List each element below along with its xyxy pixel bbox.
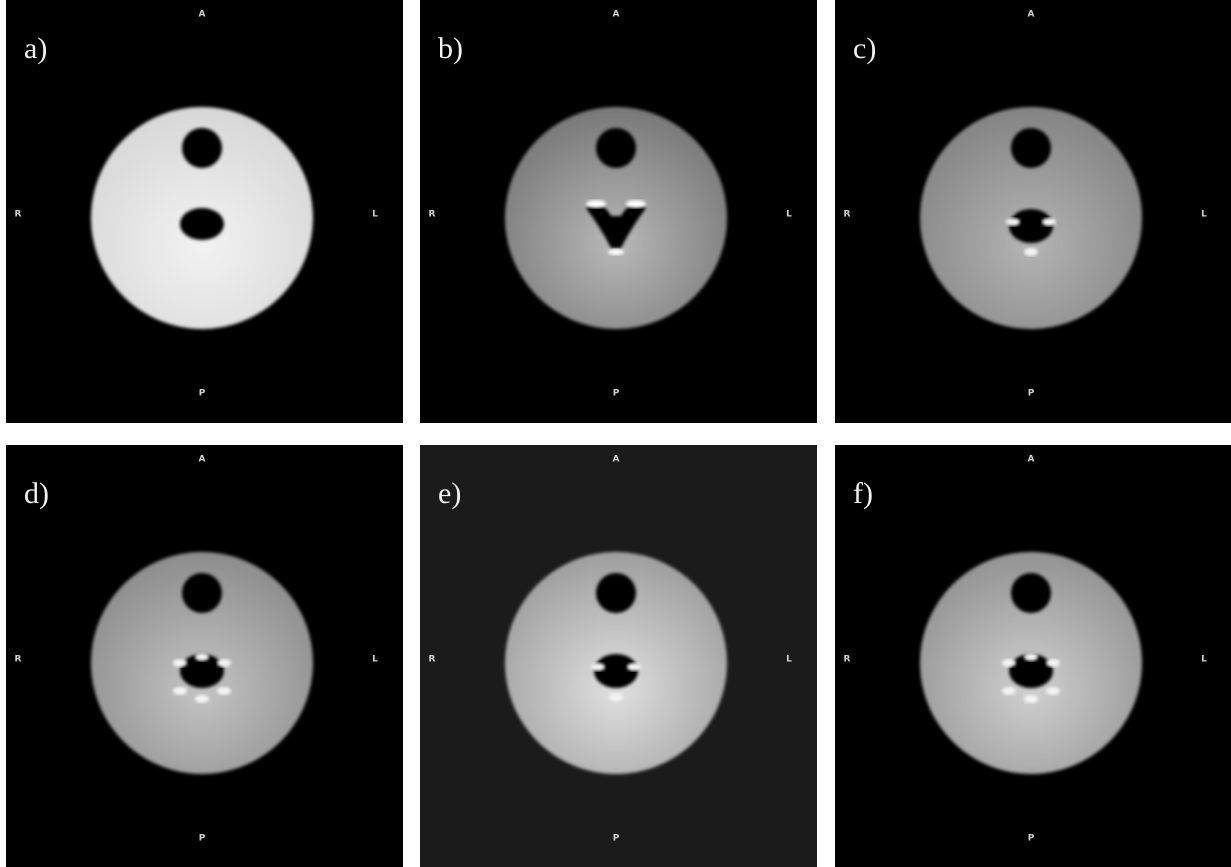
panel-label: c) — [853, 32, 876, 65]
phantom-hole — [1009, 209, 1053, 243]
phantom-hole — [1011, 128, 1051, 168]
orientation-label: A — [613, 455, 620, 465]
orientation-label: R — [15, 210, 22, 220]
orientation-label: R — [15, 655, 22, 665]
artifact-highlight — [608, 249, 624, 255]
orientation-label: P — [199, 389, 206, 399]
artifact-highlight — [591, 663, 605, 671]
image-panel: f) A R L P — [835, 445, 1231, 867]
image-panel: d) A R L P — [6, 445, 403, 867]
phantom-hole — [182, 128, 222, 168]
orientation-label: L — [1201, 655, 1207, 665]
orientation-label: R — [429, 655, 436, 665]
phantom-hole — [594, 654, 638, 688]
orientation-label: L — [786, 210, 792, 220]
artifact-highlight — [1002, 659, 1016, 667]
orientation-label: L — [786, 655, 792, 665]
orientation-label: R — [844, 210, 851, 220]
orientation-label: A — [1028, 10, 1035, 20]
orientation-label: L — [372, 655, 378, 665]
image-panel: c) A R L P — [835, 0, 1231, 423]
artifact-highlight — [1046, 687, 1060, 695]
artifact-highlight — [173, 687, 187, 695]
phantom-hole — [1011, 573, 1051, 613]
phantom-hole — [180, 208, 224, 240]
artifact-highlight — [627, 663, 641, 671]
image-panel: b) A R L P — [420, 0, 817, 423]
artifact-highlight — [1024, 248, 1038, 256]
artifact-highlight — [586, 200, 606, 208]
panel-label: d) — [24, 477, 49, 510]
orientation-label: L — [372, 210, 378, 220]
panel-label: f) — [853, 477, 873, 510]
artifact-highlight — [217, 687, 231, 695]
orientation-label: P — [1028, 834, 1035, 844]
artifact-highlight — [1024, 653, 1038, 661]
orientation-label: A — [199, 10, 206, 20]
artifact-highlight — [173, 659, 187, 667]
artifact-highlight — [609, 693, 623, 701]
artifact-highlight — [1006, 218, 1020, 226]
orientation-label: P — [613, 389, 620, 399]
image-panel: e) A R L P — [420, 445, 817, 867]
phantom-hole — [596, 573, 636, 613]
orientation-label: R — [844, 655, 851, 665]
orientation-label: R — [429, 210, 436, 220]
artifact-highlight — [1002, 687, 1016, 695]
panel-label: b) — [438, 32, 463, 65]
artifact-highlight — [1024, 695, 1038, 703]
artifact-highlight — [626, 200, 646, 208]
figure: a) A R L Pb) A R L Pc) A R L Pd) A R L Pe) A R L Pf) A R L P — [0, 0, 1231, 867]
artifact-highlight — [195, 653, 209, 661]
panel-label: e) — [438, 477, 461, 510]
phantom-hole — [182, 573, 222, 613]
phantom-hole — [596, 128, 636, 168]
artifact-highlight — [1042, 218, 1056, 226]
orientation-label: P — [1028, 389, 1035, 399]
image-panel: a) A R L P — [6, 0, 403, 423]
artifact-highlight — [195, 695, 209, 703]
orientation-label: P — [613, 834, 620, 844]
orientation-label: L — [1201, 210, 1207, 220]
orientation-label: A — [613, 10, 620, 20]
artifact-highlight — [217, 659, 231, 667]
artifact-highlight — [1046, 659, 1060, 667]
orientation-label: A — [1028, 455, 1035, 465]
panel-label: a) — [24, 32, 47, 65]
orientation-label: A — [199, 455, 206, 465]
orientation-label: P — [199, 834, 206, 844]
